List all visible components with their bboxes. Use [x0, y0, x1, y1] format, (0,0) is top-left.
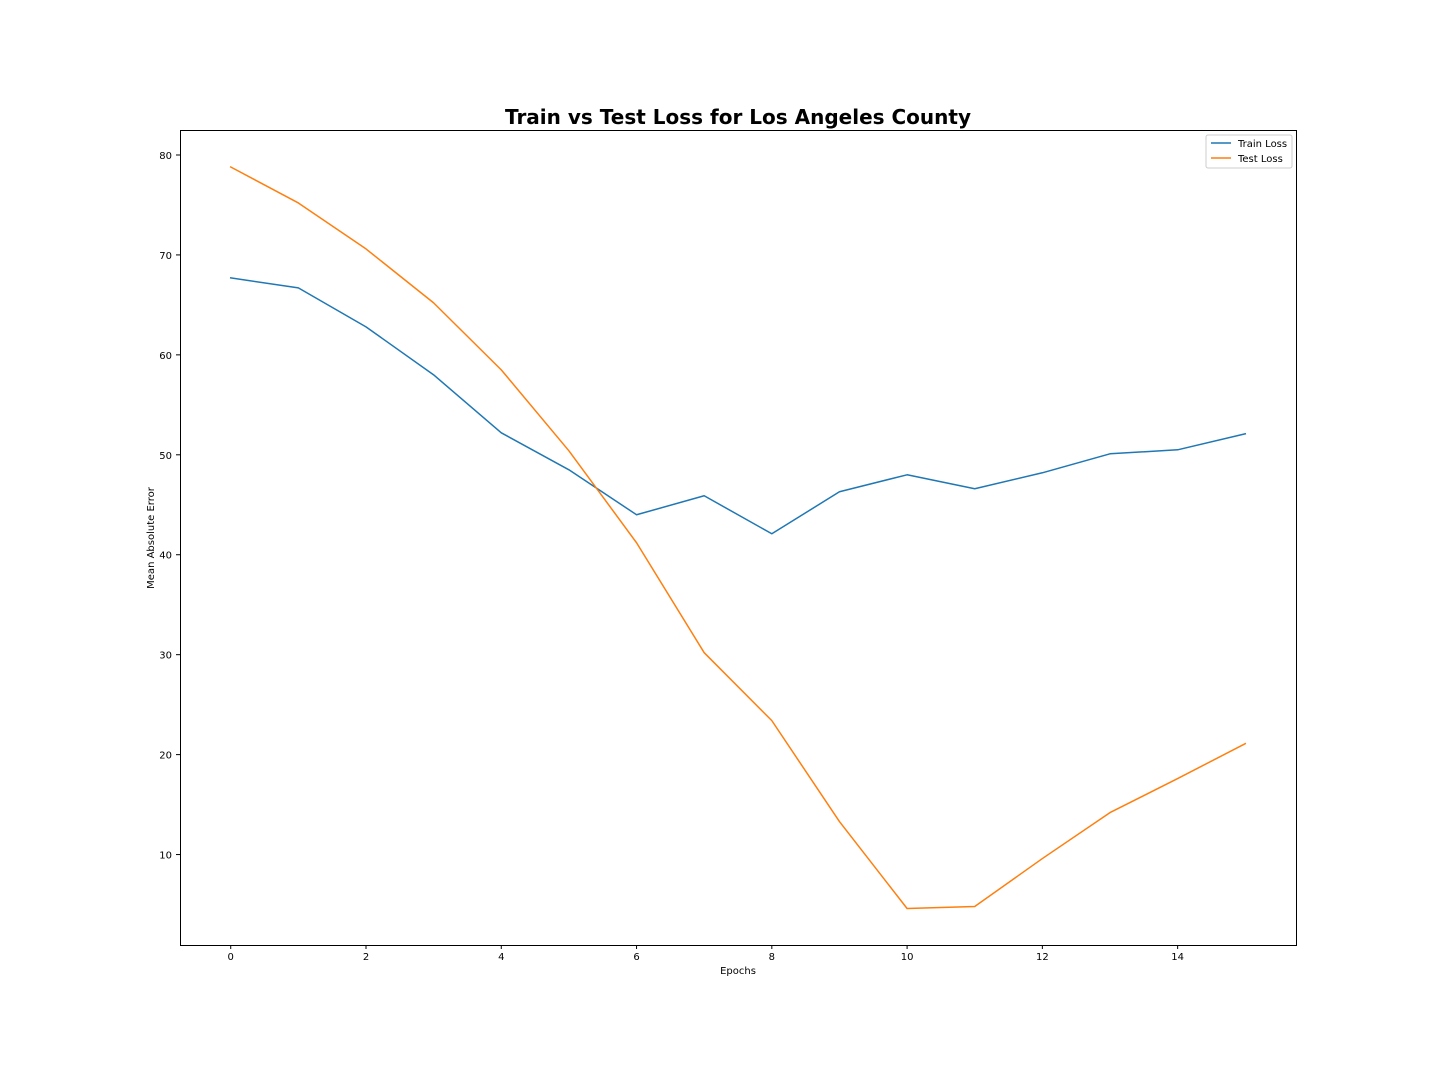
x-tick-label: 14 [1171, 952, 1184, 963]
y-axis-label: Mean Absolute Error [146, 486, 157, 589]
y-tick-label: 30 [159, 651, 172, 662]
x-tick-label: 2 [363, 952, 369, 963]
y-axis-ticks: 10 20 30 40 50 60 70 80 [159, 151, 180, 862]
plot-area-frame [180, 130, 1297, 946]
legend-label-test-loss: Test Loss [1237, 154, 1283, 165]
y-tick-label: 40 [159, 551, 172, 562]
chart-title: Train vs Test Loss for Los Angeles Count… [505, 105, 971, 129]
series-line-train-loss [229, 277, 1247, 535]
y-tick-label: 10 [159, 851, 172, 862]
x-tick-label: 6 [633, 952, 639, 963]
x-tick-label: 8 [769, 952, 775, 963]
x-tick-label: 10 [901, 952, 914, 963]
y-tick-label: 70 [159, 251, 172, 262]
y-tick-label: 60 [159, 351, 172, 362]
x-axis-label: Epochs [720, 966, 756, 977]
series-layer [229, 165, 1247, 910]
y-tick-label: 20 [159, 751, 172, 762]
legend-label-train-loss: Train Loss [1237, 139, 1287, 150]
legend: Train Loss Test Loss [1205, 134, 1293, 169]
y-tick-label: 50 [159, 451, 172, 462]
series-line-test-loss [229, 165, 1247, 910]
x-tick-label: 4 [498, 952, 504, 963]
x-tick-label: 0 [228, 952, 234, 963]
y-tick-label: 80 [159, 151, 172, 162]
x-tick-label: 12 [1036, 952, 1049, 963]
